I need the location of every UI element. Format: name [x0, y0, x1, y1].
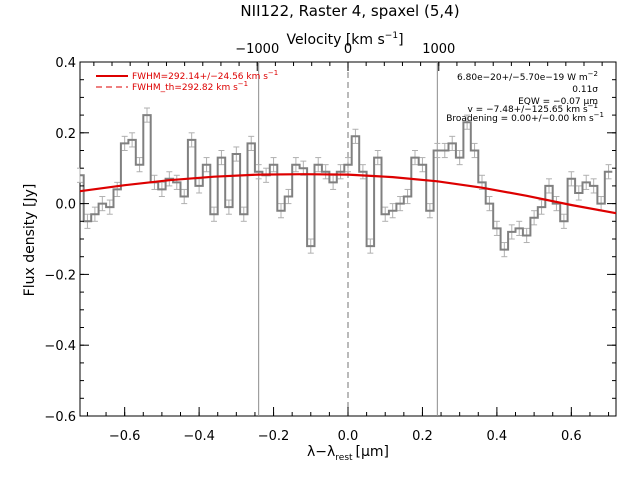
axis-tick-labels: −0.6 −0.4 −0.2 0.0 0.2 0.4 0.6 −0.6 −0.4 −0.2 0.0 0…	[44, 42, 581, 444]
x2-tick-label: −1000	[235, 42, 279, 57]
fit-annotations: 6.80e−20+/−5.70e−19 W m−2 0.11σ EQW = −0…	[446, 70, 604, 124]
annotation-velocity-sup: −1	[588, 102, 598, 110]
x-tick-label: 0.4	[487, 429, 508, 444]
x-tick-label: −0.4	[183, 429, 215, 444]
legend-label-fwhm-th: FWHM_th=292.82 km s−1	[132, 80, 248, 93]
legend: FWHM=292.14+/−24.56 km s−1 FWHM_th=292.8…	[96, 69, 278, 93]
annotation-flux-sup: −2	[588, 70, 598, 78]
y-tick-label: −0.2	[44, 268, 76, 283]
top-axis-title-sup: −1	[385, 31, 398, 41]
annotation-broadening: Broadening = 0.00+/−0.00 km s−1	[446, 111, 604, 124]
y-tick-label: 0.2	[55, 127, 76, 142]
annotation-velocity: v = −7.48+/−125.65 km s−1	[468, 102, 599, 115]
y-tick-label: 0.4	[55, 56, 76, 71]
x-tick-label: 0.2	[412, 429, 433, 444]
annotation-broadening-text: Broadening = 0.00+/−0.00 km s	[446, 114, 594, 124]
chart-title: NII122, Raster 4, spaxel (5,4)	[240, 2, 459, 20]
top-axis-title-main: Velocity [km s	[286, 32, 384, 48]
x-axis-title: λ−λrest [μm]	[307, 444, 389, 463]
y-tick-label: −0.6	[44, 410, 76, 425]
top-axis-title-end: ]	[398, 32, 403, 48]
axis-ticks	[80, 61, 616, 417]
annotation-broadening-sup: −1	[594, 111, 604, 119]
legend-label-fwhm-th-text: FWHM_th=292.82 km s	[132, 83, 238, 93]
x2-tick-label: 0	[344, 42, 352, 57]
x-axis-title-unit: [μm]	[356, 444, 389, 460]
annotation-flux-text: 6.80e−20+/−5.70e−19 W m	[457, 73, 588, 83]
x-tick-label: 0.6	[561, 429, 582, 444]
x-axis-title-main: λ−λ	[307, 444, 335, 460]
y-tick-label: 0.0	[55, 198, 76, 213]
spectrum-histogram	[80, 114, 613, 251]
legend-label-fwhm-sup: −1	[268, 69, 278, 77]
annotation-velocity-text: v = −7.48+/−125.65 km s	[468, 105, 588, 115]
x-axis-title-sub: rest	[335, 453, 353, 463]
x-tick-label: −0.6	[109, 429, 141, 444]
annotation-flux: 6.80e−20+/−5.70e−19 W m−2	[457, 70, 598, 83]
x-tick-label: 0.0	[338, 429, 359, 444]
fit-curve	[79, 173, 617, 215]
legend-label-fwhm-text: FWHM=292.14+/−24.56 km s	[132, 72, 268, 82]
x-tick-label: −0.2	[258, 429, 290, 444]
annotation-eqw: EQW = −0.07 μm	[518, 97, 598, 107]
legend-label-fwhm-th-sup: −1	[238, 80, 248, 88]
legend-label-fwhm: FWHM=292.14+/−24.56 km s−1	[132, 69, 278, 82]
marker-lines	[258, 62, 438, 416]
annotation-sigma: 0.11σ	[572, 85, 598, 95]
series-layer	[79, 114, 617, 251]
x2-tick-label: 1000	[422, 42, 455, 57]
top-axis-title: Velocity [km s−1]	[286, 31, 403, 48]
y-tick-label: −0.4	[44, 339, 76, 354]
y-axis-title: Flux density [Jy]	[22, 184, 38, 297]
